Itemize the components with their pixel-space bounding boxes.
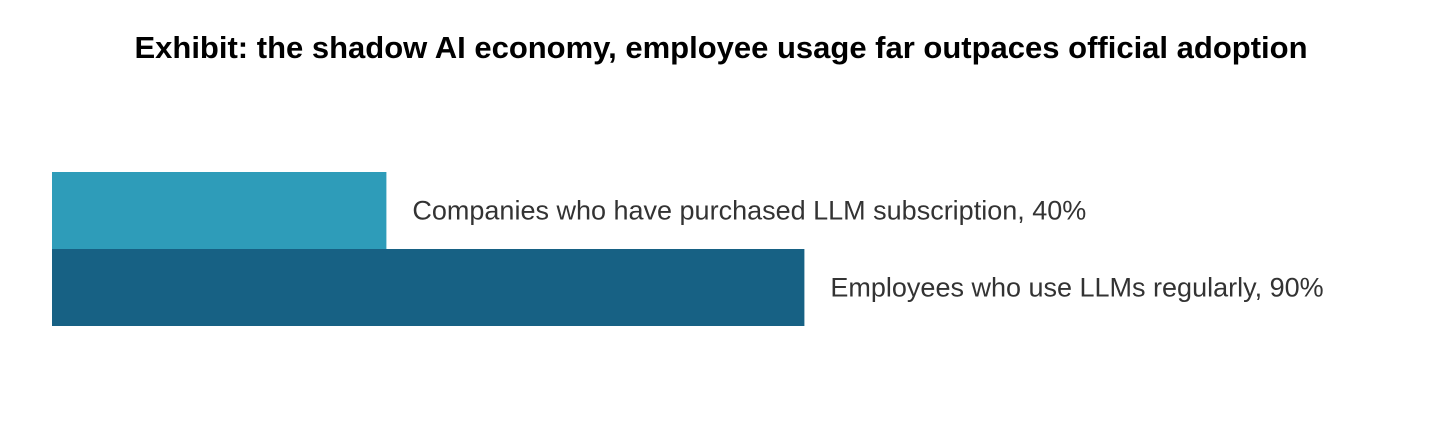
bar: [52, 249, 805, 326]
bar-label: Employees who use LLMs regularly, 90%: [830, 273, 1323, 303]
bar-label: Companies who have purchased LLM subscri…: [412, 196, 1086, 226]
chart-title: Exhibit: the shadow AI economy, employee…: [134, 30, 1307, 65]
bar: [52, 172, 387, 249]
